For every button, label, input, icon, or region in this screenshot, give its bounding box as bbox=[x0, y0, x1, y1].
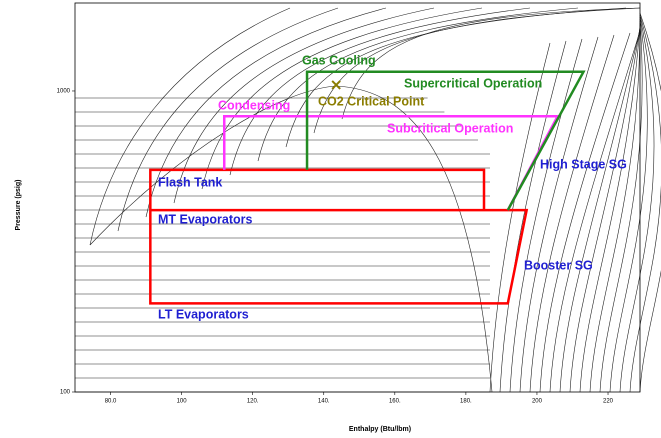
isotherm bbox=[229, 7, 531, 176]
annotation: High Stage SG bbox=[540, 157, 627, 171]
x-tick-label: 100 bbox=[177, 399, 188, 405]
annotation: MT Evaporators bbox=[158, 212, 253, 226]
cycle-line bbox=[305, 70, 586, 211]
isotherm bbox=[619, 16, 655, 393]
isotherm bbox=[569, 26, 641, 393]
x-tick-label: 200 bbox=[532, 399, 543, 405]
isotherm bbox=[499, 40, 567, 393]
background-curves bbox=[75, 7, 661, 393]
y-tick-label: 100 bbox=[60, 390, 71, 396]
isotherm bbox=[539, 32, 631, 393]
isotherm bbox=[89, 7, 291, 246]
isotherm bbox=[257, 7, 579, 162]
isotherm bbox=[201, 7, 483, 190]
x-tick-label: 220 bbox=[603, 399, 614, 405]
annotation: Gas Cooling bbox=[302, 53, 376, 67]
isotherm bbox=[173, 7, 435, 204]
x-tick-label: 140. bbox=[318, 399, 330, 405]
x-axis-label: Enthalpy (Btu/lbm) bbox=[349, 426, 411, 433]
isotherm bbox=[609, 18, 648, 393]
annotation: Condensing bbox=[218, 98, 290, 112]
isotherm bbox=[589, 22, 641, 393]
isotherm bbox=[117, 7, 339, 232]
cycle-line bbox=[149, 208, 529, 305]
vapor-dome bbox=[89, 85, 493, 393]
isotherm bbox=[313, 7, 641, 134]
annotation: Subcritical Operation bbox=[387, 121, 513, 135]
isotherm bbox=[559, 28, 641, 393]
isotherm bbox=[145, 7, 387, 218]
plot-frame bbox=[74, 2, 641, 393]
isotherm bbox=[489, 42, 551, 393]
isotherm bbox=[549, 30, 641, 393]
isotherm bbox=[629, 14, 661, 393]
isotherm bbox=[341, 7, 641, 120]
y-tick-label: 1000 bbox=[57, 89, 71, 95]
isotherm bbox=[519, 36, 599, 393]
marker-stroke bbox=[331, 80, 341, 90]
annotation: CO2 Critical Point bbox=[318, 94, 425, 108]
isotherm bbox=[639, 12, 661, 393]
x-tick-label: 160. bbox=[389, 399, 401, 405]
x-tick-label: 180. bbox=[460, 399, 472, 405]
isotherm bbox=[509, 38, 583, 393]
isotherm bbox=[599, 20, 643, 393]
annotation: LT Evaporators bbox=[158, 307, 249, 321]
annotation: Supercritical Operation bbox=[404, 76, 542, 90]
x-tick-label: 80.0 bbox=[105, 399, 117, 405]
x-tick-label: 120. bbox=[247, 399, 259, 405]
critical-point bbox=[331, 80, 341, 90]
annotation: Flash Tank bbox=[158, 175, 222, 189]
y-axis-label: Pressure (psig) bbox=[15, 180, 22, 231]
isotherm bbox=[579, 24, 641, 393]
cycle-line bbox=[149, 168, 486, 211]
annotation: Booster SG bbox=[524, 258, 593, 272]
isotherm bbox=[529, 34, 615, 393]
